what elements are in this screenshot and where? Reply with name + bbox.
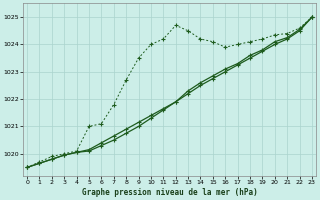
X-axis label: Graphe pression niveau de la mer (hPa): Graphe pression niveau de la mer (hPa) bbox=[82, 188, 257, 197]
